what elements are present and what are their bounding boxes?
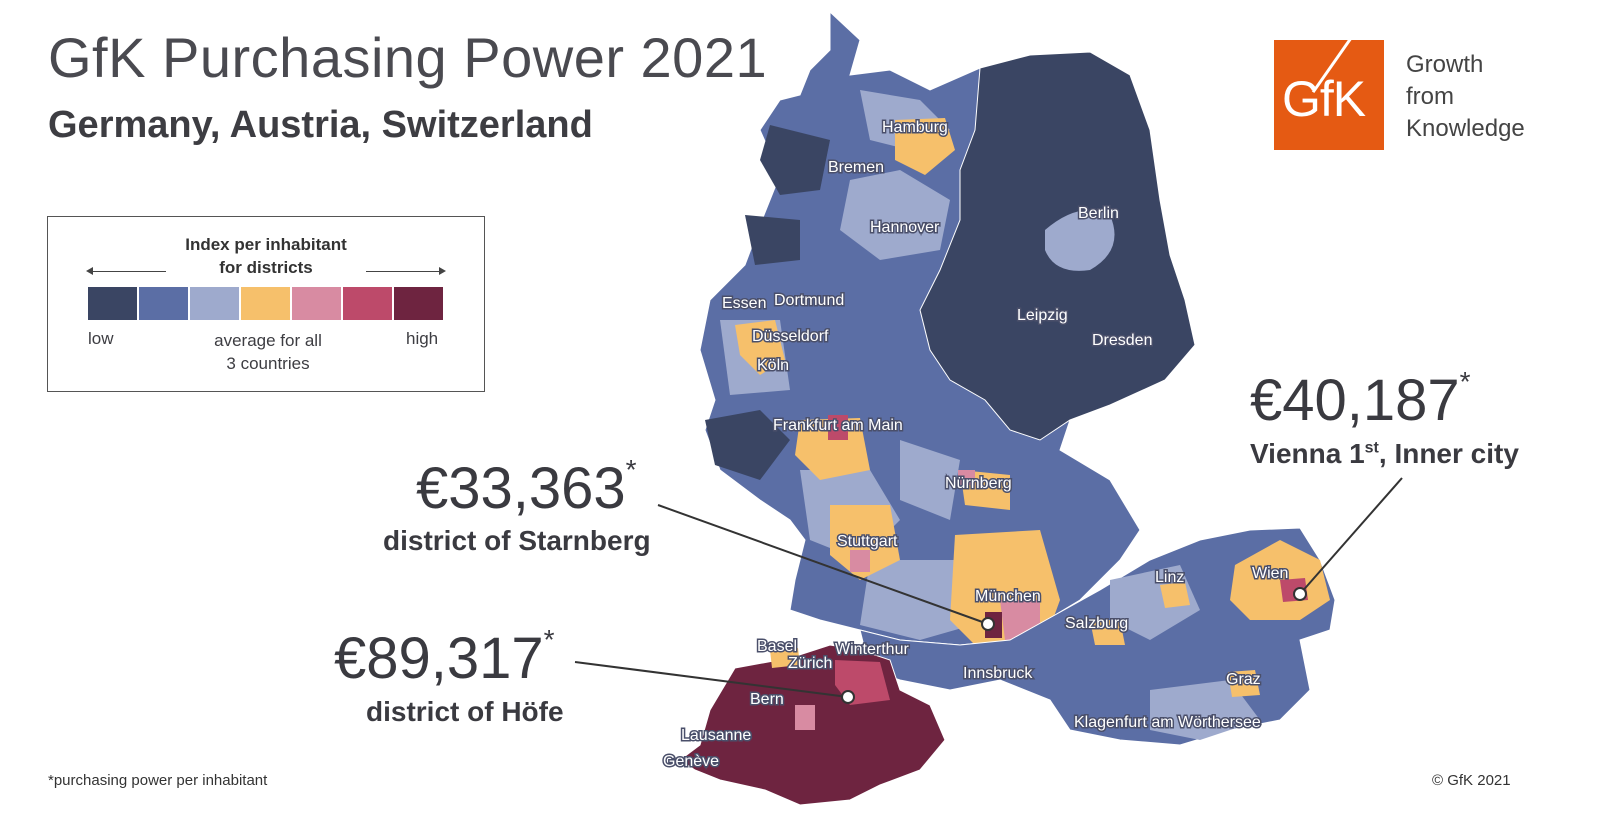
city-label-bremen: Bremen (828, 159, 884, 176)
city-label-innsbruck: Innsbruck (963, 665, 1033, 682)
legend-average-label: average for all 3 countries (214, 331, 322, 373)
legend-swatch-1 (88, 287, 137, 320)
nuernberg-core (958, 470, 975, 485)
callout-starnberg-label: district of Starnberg (383, 525, 651, 556)
legend-box: Index per inhabitant for districts low a… (47, 216, 485, 392)
copyright: © GfK 2021 (1432, 772, 1511, 789)
city-label-hannover: Hannover (870, 219, 940, 236)
city-label-koeln: Köln (757, 357, 789, 374)
callout-line-hoefe (574, 661, 849, 698)
west-dark-1 (760, 125, 830, 195)
callout-vienna-value: €40,187* (1250, 366, 1471, 433)
city-labels: Hamburg Bremen Hannover Berlin Essen Dor… (662, 118, 1290, 772)
salzburg-area (1090, 620, 1125, 645)
legend-swatch-6 (343, 287, 392, 320)
hamburg-area (895, 118, 955, 175)
city-label-wien: Wien (1252, 565, 1288, 582)
city-label-geneve: Genève (663, 753, 719, 770)
west-dark-2 (705, 410, 790, 480)
frankfurt-area (795, 418, 870, 480)
callout-dot-starnberg (981, 617, 995, 631)
city-label-linz: Linz (1155, 569, 1184, 586)
city-label-berlin: Berlin (1078, 205, 1119, 222)
legend-swatches (88, 287, 443, 320)
berlin-area (1045, 210, 1115, 271)
callout-vienna-label: Vienna 1st, Inner city (1250, 438, 1519, 469)
page-title: GfK Purchasing Power 2021 (48, 26, 768, 89)
callout-hoefe-value: €89,317* (334, 624, 555, 691)
city-label-lausanne: Lausanne (681, 727, 751, 744)
city-label-dresden: Dresden (1092, 332, 1152, 349)
city-label-winterthur: Winterthur (835, 641, 909, 658)
city-label-basel: Basel (757, 638, 797, 655)
city-label-duesseldorf: Düsseldorf (752, 328, 829, 345)
basel-area (770, 648, 800, 668)
callout-dot-hoefe (841, 690, 855, 704)
footnote: *purchasing power per inhabitant (48, 772, 268, 789)
city-label-hamburg: Hamburg (882, 119, 948, 136)
city-label-graz: Graz (1226, 671, 1261, 688)
city-label-zuerich: Zürich (788, 655, 832, 672)
legend-swatch-7 (394, 287, 443, 320)
rhine-area (735, 320, 785, 375)
city-label-dortmund: Dortmund (774, 292, 844, 309)
city-label-klagenfurt: Klagenfurt am Wörthersee (1074, 714, 1261, 731)
city-label-muenchen: München (975, 588, 1041, 605)
callout-dot-vienna (1293, 587, 1307, 601)
city-label-leipzig: Leipzig (1017, 307, 1068, 324)
germany-region (699, 10, 1196, 655)
linz-area (1160, 582, 1190, 608)
logo-text: GfK (1282, 71, 1366, 127)
city-label-essen: Essen (722, 295, 766, 312)
city-label-stuttgart: Stuttgart (837, 533, 898, 550)
austria-region (859, 527, 1336, 746)
callout-line-vienna (1299, 477, 1403, 595)
city-label-nuernberg: Nürnberg (945, 475, 1012, 492)
city-label-salzburg: Salzburg (1065, 615, 1128, 632)
graz-area (1228, 670, 1260, 697)
stuttgart-area (830, 505, 900, 580)
gfk-logo: GfK (1274, 40, 1384, 150)
legend-high-label: high (406, 329, 439, 348)
callout-line-starnberg (657, 504, 989, 625)
city-label-bern: Bern (750, 691, 784, 708)
legend-swatch-4 (241, 287, 290, 320)
frankfurt-core (828, 415, 848, 440)
arrow-left-icon (86, 267, 166, 275)
logo-tagline: Growth from Knowledge (1406, 51, 1525, 142)
legend-swatch-5 (292, 287, 341, 320)
legend-swatch-2 (139, 287, 188, 320)
callout-hoefe-label: district of Höfe (366, 696, 564, 727)
city-label-frankfurt: Frankfurt am Main (773, 417, 903, 434)
page-subtitle: Germany, Austria, Switzerland (48, 104, 593, 146)
bern-area (795, 705, 815, 730)
germany-mid-6 (900, 440, 960, 520)
legend-low-label: low (88, 329, 114, 348)
arrow-right-icon (366, 267, 446, 275)
legend-swatch-3 (190, 287, 239, 320)
west-dark-3 (745, 215, 800, 265)
stuttgart-core (850, 550, 870, 572)
callout-starnberg-value: €33,363* (416, 454, 637, 521)
germany-mid-1 (840, 170, 950, 260)
legend-title: Index per inhabitant for districts (185, 235, 347, 277)
